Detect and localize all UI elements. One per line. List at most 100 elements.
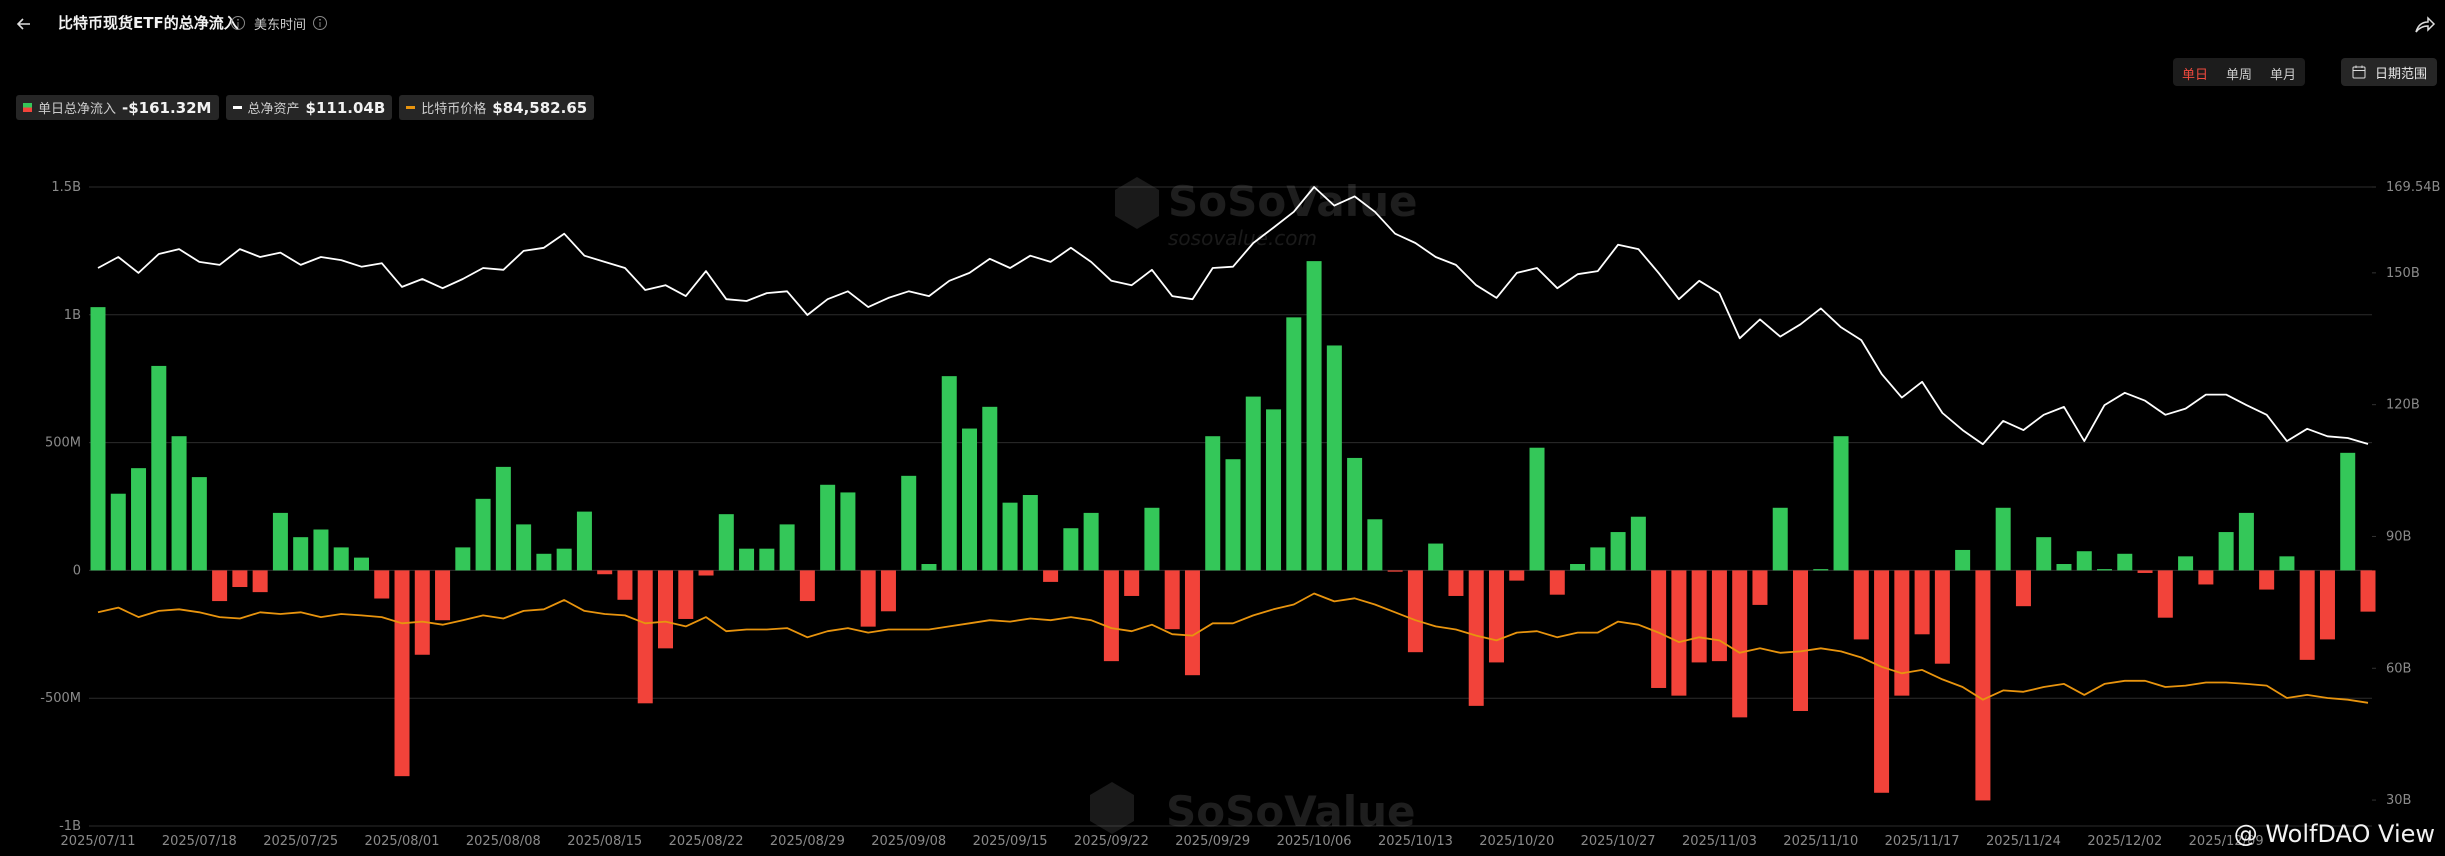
bar	[1833, 436, 1849, 571]
bar	[1144, 507, 1160, 571]
x-tick-label: 2025/11/24	[1986, 834, 2061, 849]
x-tick-label: 2025/08/22	[669, 834, 744, 849]
bar	[516, 524, 532, 571]
bar	[1934, 570, 1950, 664]
bar	[495, 466, 511, 571]
bar	[799, 570, 815, 602]
bar	[1975, 570, 1991, 801]
bar	[1043, 570, 1059, 582]
legend-value: -$161.32M	[122, 98, 212, 117]
x-tick-label: 2025/07/11	[61, 834, 136, 849]
bar	[921, 564, 937, 571]
y2-tick-label: 169.54B	[2386, 180, 2440, 195]
bar	[1752, 570, 1768, 605]
bar	[151, 365, 167, 571]
bar	[2178, 556, 2194, 571]
back-button[interactable]	[14, 14, 34, 34]
bar	[1103, 570, 1119, 662]
bar	[1651, 570, 1667, 688]
bar	[860, 570, 876, 627]
bar	[901, 475, 917, 571]
bar	[1407, 570, 1423, 653]
bar	[1063, 528, 1079, 571]
x-tick-label: 2025/12/09	[2189, 834, 2264, 849]
bar	[414, 570, 430, 655]
bar	[110, 493, 126, 571]
legend-item: 比特币价格 $84,582.65	[399, 95, 595, 120]
bar	[1266, 409, 1282, 571]
bar	[272, 512, 288, 571]
bar	[2360, 570, 2376, 612]
bar	[455, 547, 471, 571]
bar	[617, 570, 633, 600]
bar	[597, 570, 613, 575]
bar	[1529, 447, 1545, 571]
y-tick-label: 1.5B	[51, 180, 81, 195]
bar	[1630, 516, 1646, 571]
bar	[1813, 569, 1829, 571]
x-tick-label: 2025/10/20	[1479, 834, 1554, 849]
bar	[293, 537, 309, 571]
y2-tick-label: 30B	[2386, 793, 2411, 808]
date-range-label: 日期范围	[2374, 66, 2427, 82]
legend-swatch	[232, 106, 242, 109]
bar	[1124, 570, 1140, 596]
x-tick-label: 2025/08/15	[567, 834, 642, 849]
legend-swatch	[23, 103, 32, 112]
bar	[2157, 570, 2173, 618]
bar	[1205, 436, 1221, 571]
bar	[2299, 570, 2315, 660]
bar	[1022, 494, 1038, 571]
calendar-icon	[2352, 65, 2366, 79]
bar	[131, 468, 147, 571]
line-series	[97, 592, 2369, 704]
x-tick-label: 2025/08/01	[365, 834, 440, 849]
bar	[1570, 564, 1586, 571]
bar	[232, 570, 248, 588]
date-range-button[interactable]: 日期范围	[2340, 58, 2437, 86]
legend-value: $84,582.65	[492, 98, 588, 117]
legend-item: 单日总净流入 -$161.32M	[16, 95, 219, 120]
bar	[2076, 551, 2092, 571]
period-button[interactable]: 单周	[2225, 68, 2252, 83]
period-toggle: 单日 单周 单月	[2172, 58, 2305, 86]
bar	[1732, 570, 1748, 718]
bar	[1002, 502, 1018, 571]
bar	[658, 570, 673, 649]
x-tick-label: 2025/09/08	[871, 834, 946, 849]
x-tick-label: 2025/08/29	[770, 834, 845, 849]
x-tick-label: 2025/11/03	[1682, 834, 1757, 849]
x-tick-label: 2025/11/10	[1783, 834, 1858, 849]
legend-swatch	[406, 106, 416, 109]
bar	[1671, 570, 1687, 696]
bar	[2137, 570, 2153, 573]
bar	[1509, 570, 1525, 581]
bar	[2218, 532, 2234, 571]
info-icon[interactable]	[312, 15, 328, 31]
period-button[interactable]: 单日	[2181, 68, 2208, 83]
x-tick-label: 2025/10/27	[1581, 834, 1656, 849]
legend-label: 比特币价格	[421, 102, 487, 117]
bar	[1995, 507, 2011, 571]
y-tick-label: 1B	[64, 308, 81, 323]
bar	[90, 307, 106, 571]
bar	[212, 570, 228, 602]
bar	[941, 376, 957, 571]
bar	[1691, 570, 1707, 663]
bar	[536, 553, 552, 571]
bar	[1610, 532, 1626, 571]
bar	[1184, 570, 1200, 676]
x-tick-label: 2025/07/18	[162, 834, 237, 849]
legend-item: 总净资产 $111.04B	[225, 95, 393, 120]
bar	[1164, 570, 1180, 630]
info-icon[interactable]	[230, 15, 246, 31]
bar	[333, 547, 349, 571]
share-button[interactable]	[2413, 12, 2437, 36]
bar	[313, 529, 329, 571]
bar	[1225, 459, 1241, 571]
bar	[779, 524, 795, 571]
bar	[475, 498, 491, 571]
period-button[interactable]: 单月	[2269, 68, 2296, 83]
